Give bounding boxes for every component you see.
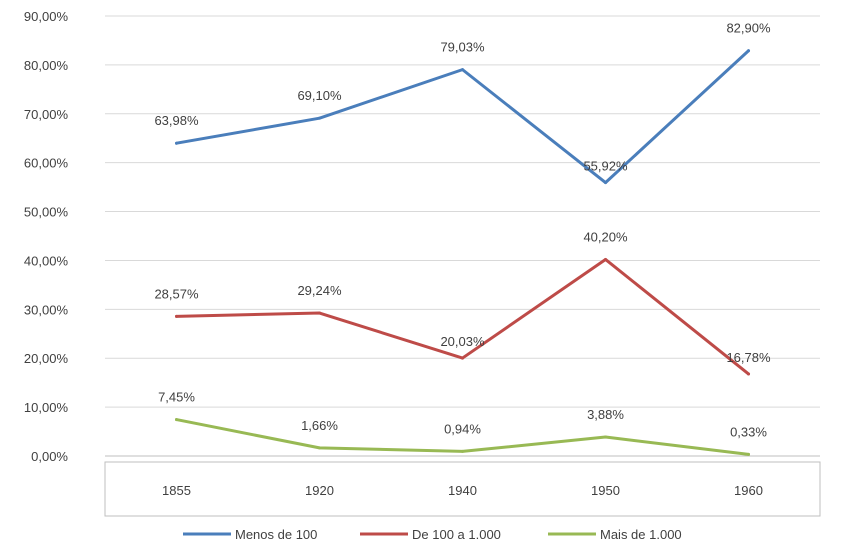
- data-label: 3,88%: [587, 407, 624, 422]
- data-point: [318, 116, 321, 120]
- data-point: [461, 449, 464, 453]
- series-lines: [175, 49, 750, 456]
- data-point: [604, 257, 607, 261]
- data-point: [175, 418, 178, 422]
- data-label: 29,24%: [297, 283, 342, 298]
- data-label: 69,10%: [297, 88, 342, 103]
- data-label: 16,78%: [726, 350, 771, 365]
- y-tick-label: 10,00%: [24, 400, 69, 415]
- y-tick-label: 0,00%: [31, 449, 68, 464]
- y-tick-label: 60,00%: [24, 156, 69, 171]
- data-point: [318, 311, 321, 315]
- data-point: [175, 314, 178, 318]
- data-label: 63,98%: [154, 113, 199, 128]
- data-point: [604, 435, 607, 439]
- data-point: [461, 356, 464, 360]
- data-label: 0,94%: [444, 421, 481, 436]
- y-tick-label: 90,00%: [24, 9, 69, 24]
- y-tick-label: 70,00%: [24, 107, 69, 122]
- category-axis-box: [104, 461, 821, 517]
- x-axis: 1855 1920 1940 1950 1960: [104, 461, 821, 517]
- legend-label: De 100 a 1.000: [412, 527, 501, 542]
- data-label: 28,57%: [154, 286, 199, 301]
- x-tick-label: 1940: [448, 483, 477, 498]
- data-point: [747, 49, 750, 53]
- legend-label: Menos de 100: [235, 527, 317, 542]
- data-point: [318, 446, 321, 450]
- data-label: 40,20%: [583, 229, 628, 244]
- x-tick-label: 1950: [591, 483, 620, 498]
- data-label: 1,66%: [301, 418, 338, 433]
- data-point: [604, 181, 607, 185]
- data-label: 7,45%: [158, 390, 195, 405]
- data-label: 82,90%: [726, 21, 771, 36]
- y-tick-label: 20,00%: [24, 351, 69, 366]
- data-point: [175, 141, 178, 145]
- x-tick-label: 1960: [734, 483, 763, 498]
- y-tick-label: 80,00%: [24, 58, 69, 73]
- legend-label: Mais de 1.000: [600, 527, 682, 542]
- data-point: [747, 452, 750, 456]
- gridlines: [105, 15, 820, 457]
- data-label: 20,03%: [440, 334, 485, 349]
- legend: Menos de 100 De 100 a 1.000 Mais de 1.000: [183, 527, 682, 542]
- y-tick-label: 50,00%: [24, 205, 69, 220]
- data-point: [747, 372, 750, 376]
- y-tick-label: 30,00%: [24, 302, 69, 317]
- data-label: 79,03%: [440, 40, 485, 55]
- y-tick-label: 40,00%: [24, 253, 69, 268]
- data-label: 0,33%: [730, 424, 767, 439]
- data-point: [461, 68, 464, 72]
- data-labels: 63,98% 69,10% 79,03% 55,92% 82,90% 28,57% 29,2…: [154, 21, 771, 440]
- data-label: 55,92%: [583, 159, 628, 174]
- x-tick-label: 1855: [162, 483, 191, 498]
- y-axis: 0,00% 10,00% 20,00% 30,00% 40,00% 50,00% 60,00…: [24, 9, 69, 464]
- x-tick-label: 1920: [305, 483, 334, 498]
